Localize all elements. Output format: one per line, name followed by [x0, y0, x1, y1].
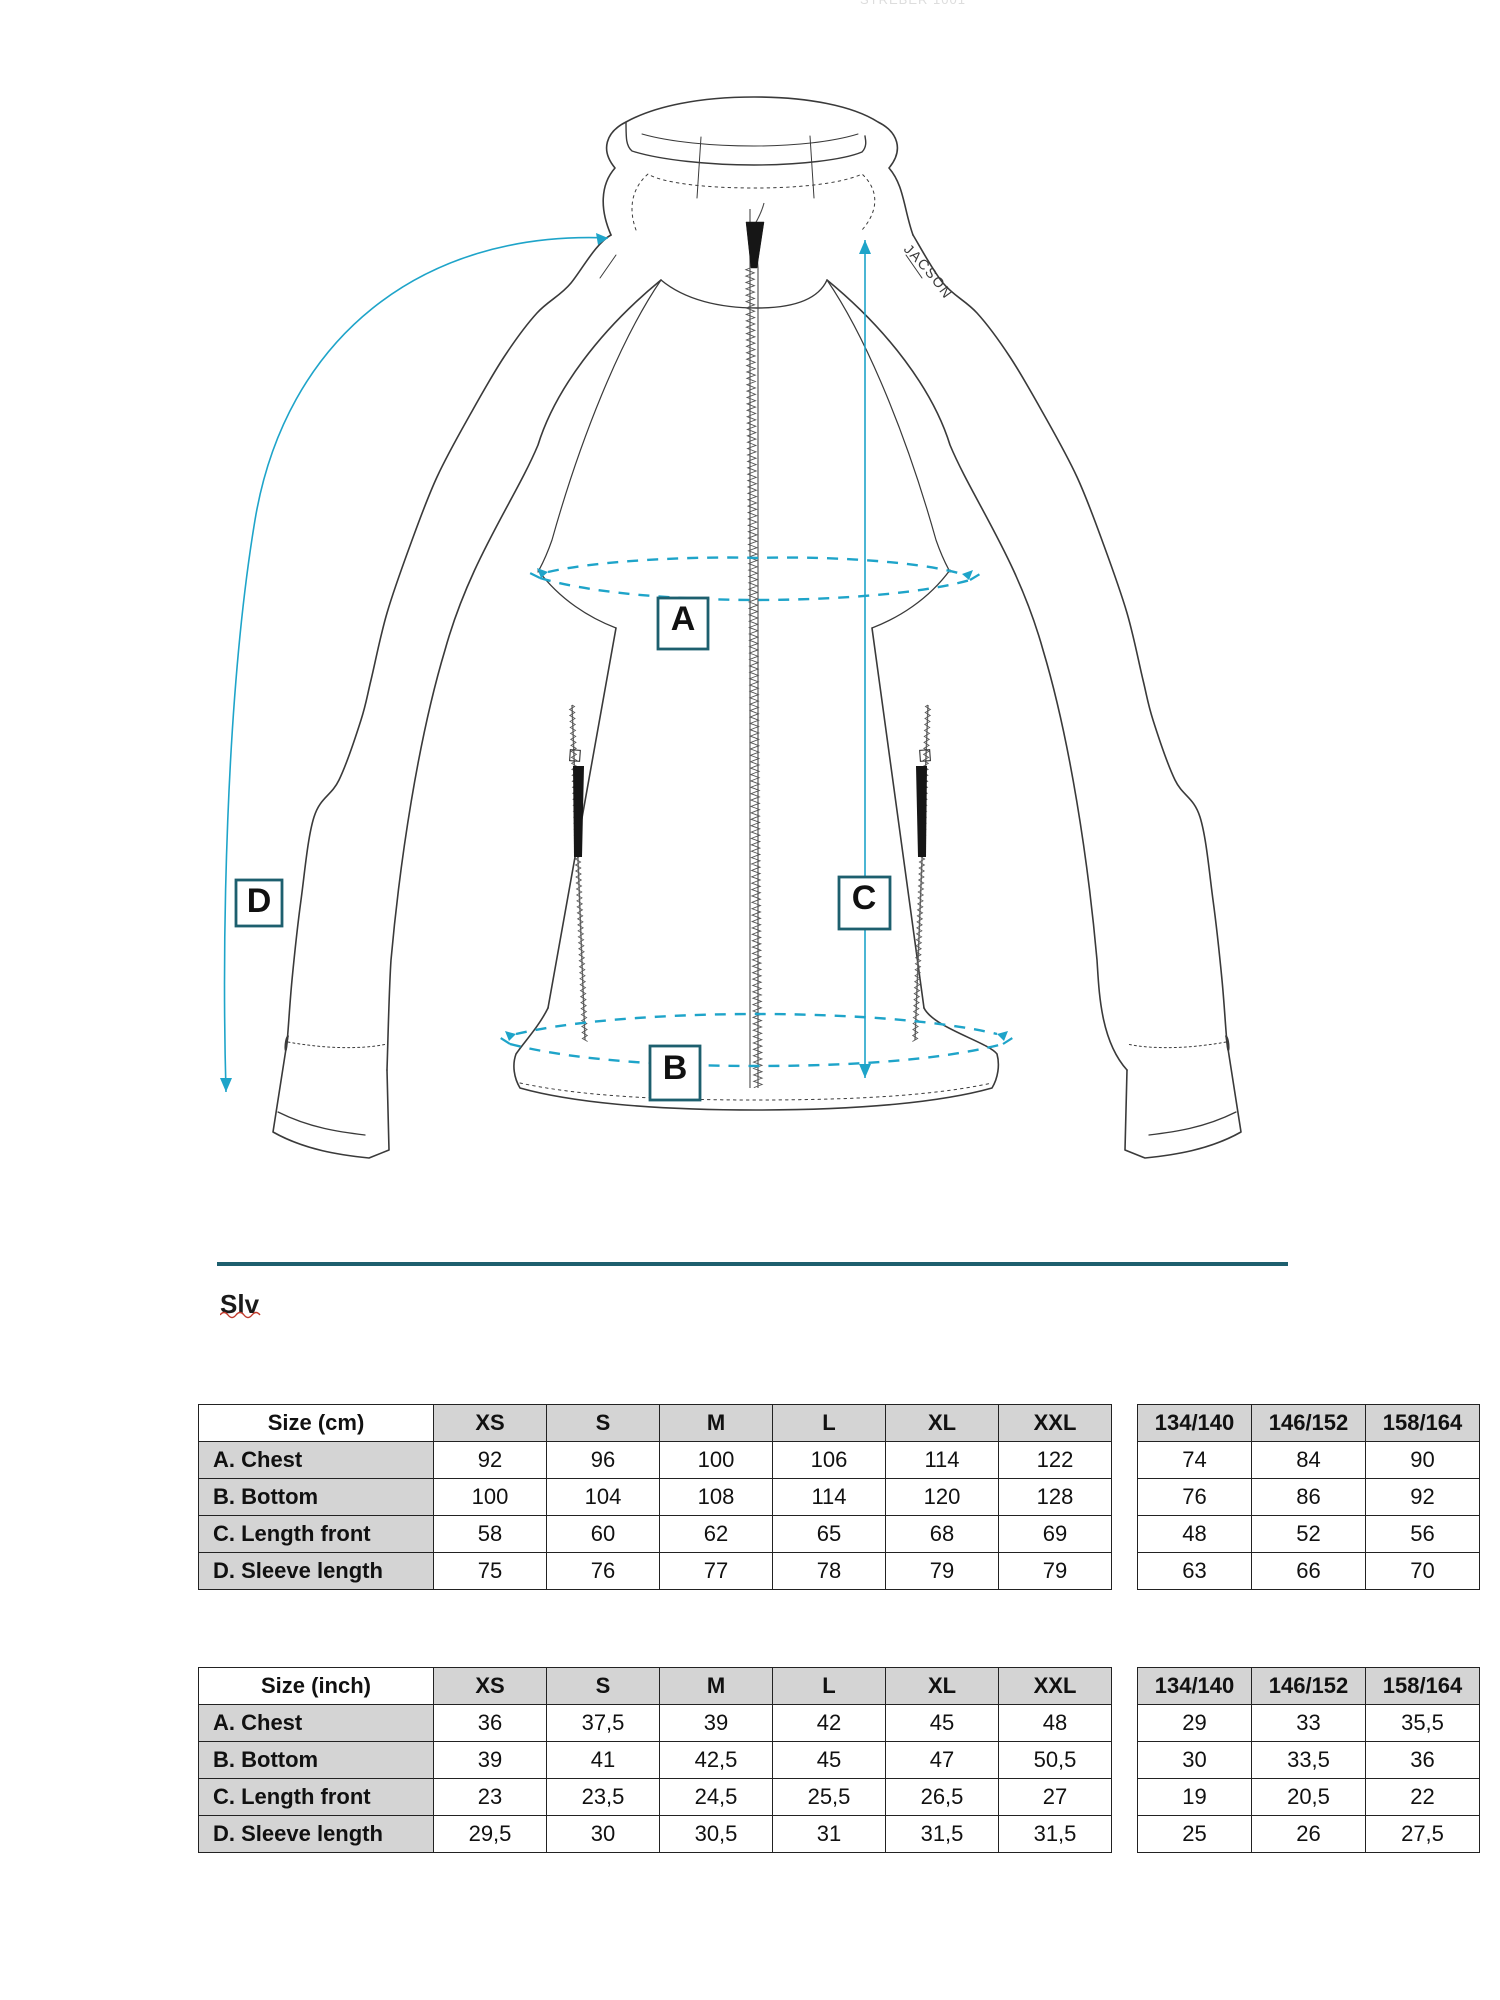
svg-text:A: A: [671, 600, 696, 638]
svg-text:C: C: [852, 879, 877, 917]
svg-text:JACSON: JACSON: [901, 241, 956, 302]
svg-text:B: B: [663, 1049, 688, 1087]
svg-text:D: D: [247, 882, 272, 920]
